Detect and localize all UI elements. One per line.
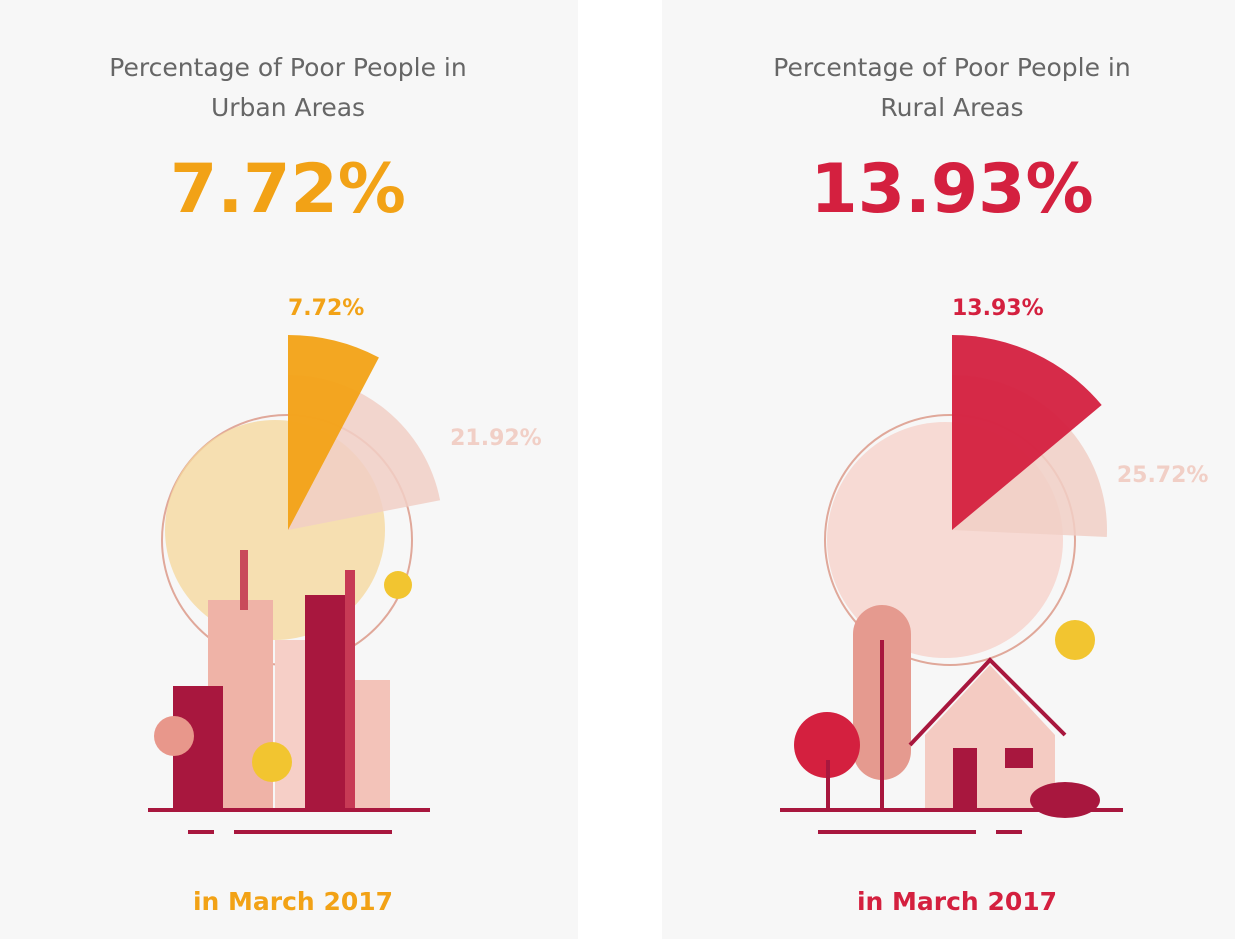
building [355,680,390,810]
bush [1030,782,1100,818]
value-label: 25.72% [1117,463,1209,488]
coin [252,742,292,782]
ground [188,830,214,834]
title-line: Rural Areas [880,93,1023,122]
ground [234,830,392,834]
antenna [345,570,355,810]
headline-value: 7.72% [170,150,406,229]
window [1005,748,1033,768]
value-label: 7.72% [288,296,364,321]
ground [996,830,1022,834]
page: Percentage of Poor People in Urban Areas 7… [0,0,1235,939]
ground [780,808,1123,812]
ground [148,808,430,812]
title-line: Urban Areas [211,93,365,122]
footnote: in March 2017 [857,887,1057,916]
antenna [240,550,248,610]
value-label: 21.92% [450,426,542,451]
coin [384,571,412,599]
title-line: Percentage of Poor People in [109,53,466,82]
tree [154,716,194,756]
trunk [826,760,830,808]
coin [1055,620,1095,660]
infographic: Percentage of Poor People in Urban Areas 7… [0,0,1235,939]
trunk [880,640,884,808]
ground [818,830,976,834]
value-label: 13.93% [952,296,1044,321]
title-line: Percentage of Poor People in [773,53,1130,82]
footnote: in March 2017 [193,887,393,916]
door [953,748,977,808]
headline-value: 13.93% [810,150,1093,229]
